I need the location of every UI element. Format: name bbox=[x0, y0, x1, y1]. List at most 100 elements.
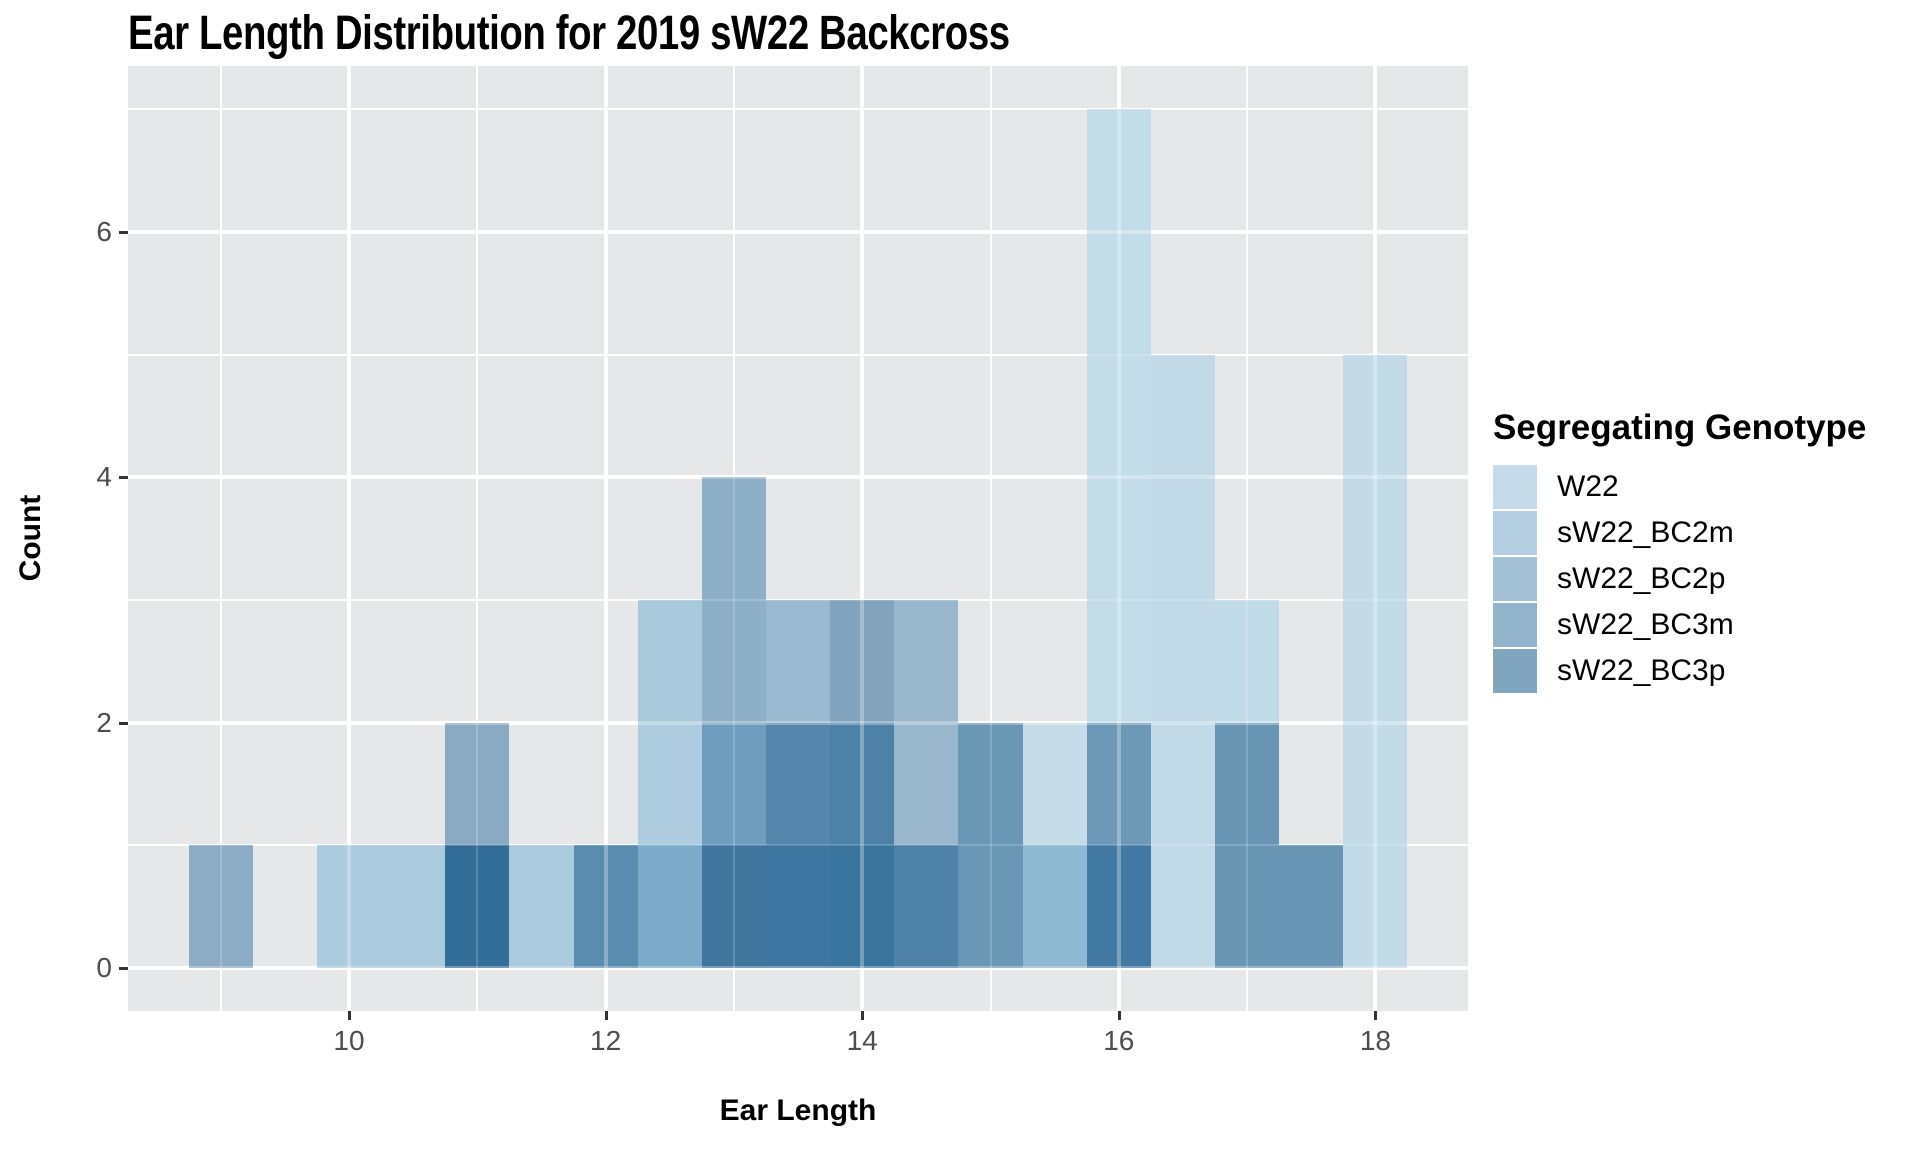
bar-segment bbox=[830, 845, 895, 968]
y-minor-gridline-overlay bbox=[128, 108, 1468, 111]
bar-segment bbox=[830, 599, 895, 723]
bar-segment bbox=[701, 845, 766, 968]
bar-segment bbox=[1150, 354, 1216, 968]
x-major-gridline-overlay bbox=[1373, 66, 1378, 1011]
bar-segment bbox=[381, 845, 446, 968]
y-major-gridline-overlay bbox=[128, 720, 1468, 725]
bar-segment bbox=[637, 722, 702, 846]
y-major-gridline bbox=[128, 475, 1468, 480]
bar-segment bbox=[1279, 845, 1344, 968]
y-major-gridline-overlay bbox=[128, 229, 1468, 234]
bar-segment bbox=[894, 599, 959, 846]
bar-segment bbox=[1086, 722, 1151, 846]
x-minor-gridline bbox=[1246, 66, 1249, 1011]
legend-swatch bbox=[1493, 465, 1537, 509]
legend-item: sW22_BC3p bbox=[1493, 648, 1866, 694]
x-major-gridline bbox=[603, 66, 608, 1011]
legend-item: sW22_BC2p bbox=[1493, 556, 1866, 602]
bar-segment bbox=[701, 722, 766, 846]
x-tick-label: 18 bbox=[1359, 1025, 1391, 1056]
x-tick-mark bbox=[604, 1011, 608, 1020]
y-minor-gridline-overlay bbox=[128, 353, 1468, 356]
bar-segment bbox=[637, 845, 702, 968]
y-tick-label: 6 bbox=[96, 215, 112, 247]
y-tick-mark bbox=[119, 230, 128, 234]
x-major-gridline-overlay bbox=[1116, 66, 1121, 1011]
y-minor-gridline-overlay bbox=[128, 598, 1468, 601]
x-major-gridline-overlay bbox=[603, 66, 608, 1011]
bar-segment bbox=[1086, 845, 1151, 968]
legend: Segregating Genotype W22 sW22_BC2m sW22_BC… bbox=[1493, 408, 1866, 694]
y-tick-label: 4 bbox=[96, 461, 112, 493]
legend-swatch bbox=[1493, 557, 1537, 601]
x-tick-mark bbox=[1117, 1011, 1121, 1020]
bar-segment bbox=[765, 845, 831, 968]
x-major-gridline bbox=[860, 66, 865, 1011]
x-tick-label: 12 bbox=[590, 1025, 622, 1056]
legend-item-label: sW22_BC2m bbox=[1557, 516, 1734, 549]
x-tick-mark bbox=[348, 1011, 351, 1020]
bar-segment bbox=[1343, 354, 1408, 968]
bar-segment bbox=[958, 722, 1023, 968]
x-minor-gridline bbox=[989, 66, 992, 1011]
bar-segment bbox=[445, 722, 510, 846]
bar-segment bbox=[445, 845, 510, 968]
legend-item-label: sW22_BC3m bbox=[1557, 608, 1734, 641]
legend-title: Segregating Genotype bbox=[1493, 408, 1867, 447]
x-tick-label: 10 bbox=[333, 1025, 365, 1056]
bar-segment bbox=[1215, 722, 1280, 968]
bar-segment bbox=[1022, 845, 1087, 968]
bar-segment bbox=[894, 845, 959, 968]
x-minor-gridline bbox=[476, 66, 479, 1011]
legend-item: W22 bbox=[1493, 464, 1866, 510]
x-tick-label: 16 bbox=[1103, 1025, 1135, 1056]
legend-item: sW22_BC2m bbox=[1493, 510, 1866, 556]
x-minor-gridline-overlay bbox=[1246, 66, 1249, 1011]
x-axis-title: Ear Length bbox=[719, 1094, 877, 1127]
x-minor-gridline-overlay bbox=[732, 66, 735, 1011]
legend-item-label: sW22_BC3p bbox=[1557, 654, 1726, 687]
legend-item-label: sW22_BC2p bbox=[1557, 562, 1726, 595]
y-major-gridline-overlay bbox=[128, 475, 1468, 480]
legend-items: W22 sW22_BC2m sW22_BC2p sW22_BC3m sW22_BC3p bbox=[1493, 464, 1866, 694]
bar-segment bbox=[637, 599, 702, 723]
y-axis-title: Count bbox=[14, 494, 47, 582]
bar-segment bbox=[765, 599, 831, 723]
chart-title: Ear Length Distribution for 2019 sW22 Ba… bbox=[128, 7, 1010, 60]
y-tick-mark bbox=[119, 721, 128, 725]
y-major-gridline bbox=[128, 966, 1468, 970]
plot-panel bbox=[128, 66, 1468, 1011]
y-tick-label: 0 bbox=[96, 952, 112, 983]
x-minor-gridline bbox=[219, 66, 222, 1011]
bar-segment bbox=[765, 722, 831, 846]
y-minor-gridline bbox=[128, 353, 1468, 356]
y-tick-label: 2 bbox=[96, 706, 112, 738]
x-tick-label: 14 bbox=[846, 1025, 878, 1056]
x-major-gridline-overlay bbox=[860, 66, 865, 1011]
x-minor-gridline-overlay bbox=[989, 66, 992, 1011]
x-major-gridline-overlay bbox=[347, 66, 351, 1011]
bar-segment bbox=[188, 845, 253, 968]
bar-segment bbox=[830, 722, 895, 846]
x-tick-mark bbox=[1374, 1011, 1378, 1020]
legend-swatch bbox=[1493, 511, 1537, 555]
y-major-gridline bbox=[128, 229, 1468, 234]
bar-segment bbox=[1022, 722, 1087, 846]
legend-swatch bbox=[1493, 603, 1537, 647]
legend-item-label: W22 bbox=[1557, 470, 1619, 503]
x-tick-mark bbox=[861, 1011, 865, 1020]
y-minor-gridline bbox=[128, 108, 1468, 111]
x-minor-gridline-overlay bbox=[219, 66, 222, 1011]
bar-segment bbox=[1086, 109, 1151, 723]
x-minor-gridline-overlay bbox=[476, 66, 479, 1011]
y-minor-gridline-overlay bbox=[128, 844, 1468, 847]
x-major-gridline bbox=[347, 66, 351, 1011]
bar-segment bbox=[573, 845, 638, 968]
y-tick-mark bbox=[119, 967, 128, 970]
bar-segment bbox=[701, 477, 766, 723]
y-tick-mark bbox=[119, 476, 128, 480]
legend-item: sW22_BC3m bbox=[1493, 602, 1866, 648]
bar-segment bbox=[316, 845, 382, 968]
y-major-gridline-overlay bbox=[128, 966, 1468, 970]
bar-segment bbox=[509, 845, 574, 968]
